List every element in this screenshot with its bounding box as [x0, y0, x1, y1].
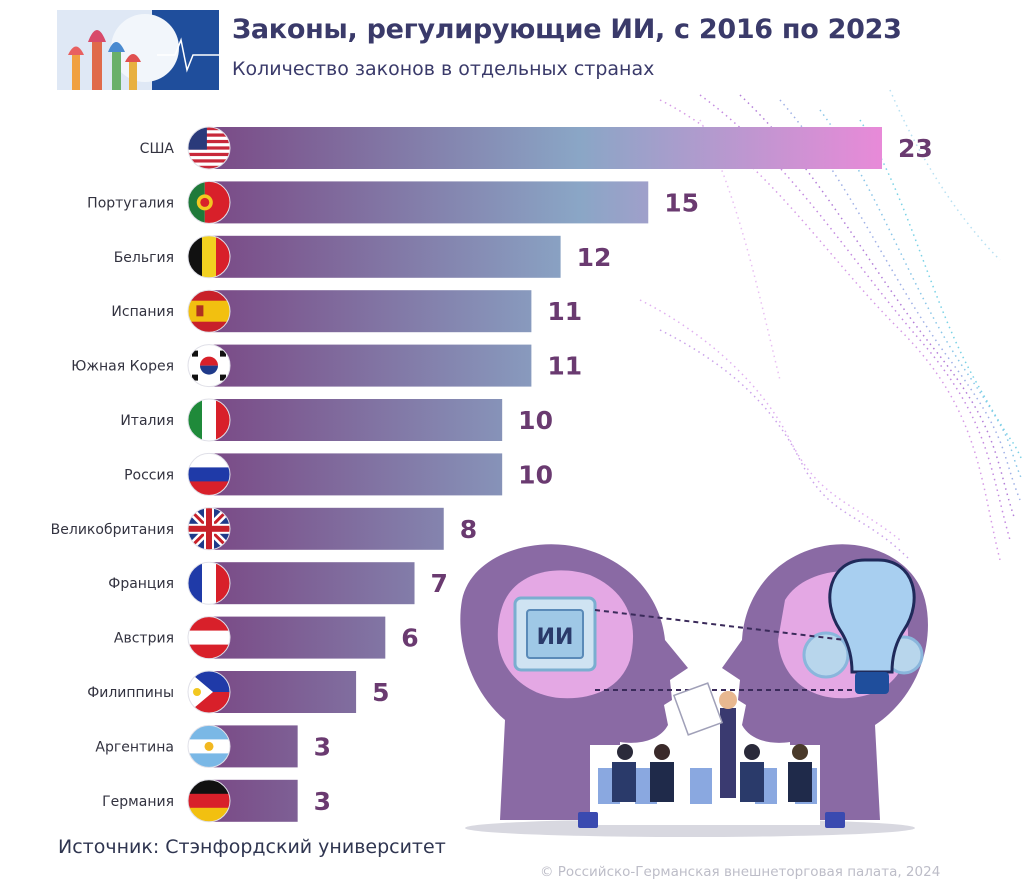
- category-label-2: Бельгия: [114, 250, 174, 266]
- bar-8: [210, 562, 415, 605]
- value-label-2: 12: [577, 243, 612, 272]
- bar-4: [210, 344, 532, 387]
- left-head-figure: ИИ: [460, 544, 688, 820]
- page-subtitle: Количество законов в отдельных странах: [232, 58, 655, 80]
- bar-5: [210, 399, 503, 441]
- category-label-5: Италия: [120, 413, 174, 429]
- category-label-10: Филиппины: [87, 685, 174, 701]
- bars-group: США 23 Португалия 15 Бельгия 12 Испания 11 Южная…: [51, 126, 933, 823]
- dashed-connector-lines: [594, 609, 855, 691]
- category-label-3: Испания: [111, 304, 174, 320]
- meeting-people-illustration: [465, 682, 915, 837]
- us-flag-icon: [187, 126, 231, 170]
- value-label-12: 3: [314, 787, 331, 816]
- bar-2: [210, 235, 561, 278]
- belgium-flag-icon: [187, 235, 231, 279]
- bar-3: [210, 290, 532, 333]
- value-label-3: 11: [547, 297, 582, 326]
- uk-flag-icon: [187, 507, 231, 551]
- spain-flag-icon: [187, 289, 231, 333]
- category-label-1: Португалия: [87, 195, 174, 211]
- category-label-7: Великобритания: [51, 522, 174, 538]
- france-flag-icon: [187, 561, 231, 605]
- category-label-6: Россия: [124, 467, 174, 483]
- bar-9: [210, 616, 386, 659]
- category-label-11: Аргентина: [95, 739, 174, 755]
- value-label-9: 6: [401, 624, 418, 653]
- italy-flag-icon: [187, 398, 231, 442]
- bar-7: [210, 507, 444, 550]
- value-label-1: 15: [664, 188, 699, 217]
- category-label-8: Франция: [108, 576, 174, 592]
- logo: [57, 10, 219, 90]
- value-label-0: 23: [898, 134, 933, 163]
- category-label-12: Германия: [102, 794, 174, 810]
- value-label-8: 7: [431, 569, 448, 598]
- category-label-0: США: [140, 141, 175, 157]
- russia-flag-icon: [187, 452, 231, 496]
- bar-1: [210, 181, 649, 224]
- right-head-figure: [722, 544, 928, 820]
- value-label-4: 11: [547, 352, 582, 381]
- value-label-7: 8: [460, 515, 477, 544]
- value-label-11: 3: [314, 732, 331, 761]
- bar-10: [210, 671, 357, 713]
- copyright-note: © Российско-Германская внешнеторговая па…: [540, 864, 941, 880]
- page-title: Законы, регулирующие ИИ, с 2016 по 2023: [232, 14, 902, 45]
- austria-flag-icon: [187, 616, 231, 660]
- chip-label: ИИ: [537, 625, 574, 650]
- dotted-wave-decoration: [639, 89, 1023, 561]
- bar-0: [210, 127, 882, 169]
- value-label-6: 10: [518, 460, 553, 489]
- germany-flag-icon: [187, 779, 231, 823]
- south-korea-flag-icon: [187, 344, 231, 388]
- value-label-10: 5: [372, 678, 389, 707]
- argentina-flag-icon: [187, 724, 231, 768]
- portugal-flag-icon: [187, 180, 231, 224]
- bar-6: [210, 453, 503, 496]
- value-label-5: 10: [518, 406, 553, 435]
- category-label-4: Южная Корея: [71, 359, 174, 375]
- category-label-9: Австрия: [114, 631, 174, 647]
- philippines-flag-icon: [187, 670, 231, 714]
- source-note: Источник: Стэнфордский университет: [58, 836, 446, 858]
